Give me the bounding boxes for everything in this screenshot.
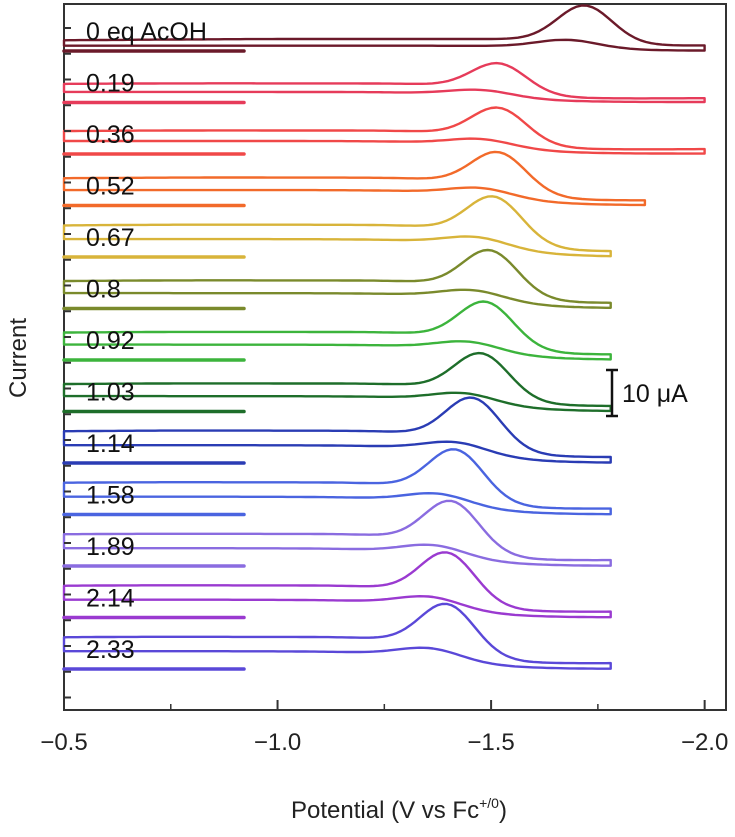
x-axis-title-main: Potential (V vs Fc	[291, 797, 479, 824]
x-axis-title: Potential (V vs Fc+/0)	[291, 795, 507, 824]
trace-label: 2.14	[86, 585, 135, 613]
trace-label: 0 eq AcOH	[86, 18, 207, 46]
trace-0_67	[62, 195, 612, 258]
trace-label: 1.58	[86, 482, 135, 510]
scale-bar-label: 10 μA	[622, 380, 688, 408]
trace-0_8	[62, 248, 612, 309]
trace-1_89	[62, 499, 612, 567]
x-tick-label: −1.0	[254, 729, 301, 756]
x-tick-label: −1.5	[467, 729, 514, 756]
trace-label: 0.8	[86, 276, 121, 304]
trace-label: 0.52	[86, 173, 135, 201]
trace-label: 1.14	[86, 430, 135, 458]
trace-1_03	[62, 351, 612, 413]
trace-0_19	[62, 61, 706, 104]
trace-label: 2.33	[86, 636, 135, 664]
trace-label: 1.03	[86, 379, 135, 407]
trace-0_92	[62, 300, 612, 361]
y-axis-title: Current	[5, 318, 32, 398]
trace-label: 0.19	[86, 70, 135, 98]
trace-2_14	[62, 551, 612, 619]
trace-label: 0.36	[86, 121, 135, 149]
trace-1_14	[62, 396, 612, 464]
trace-1_58	[62, 448, 612, 516]
trace-label: 1.89	[86, 533, 135, 561]
scale-bar: 10 μA	[606, 368, 688, 418]
x-tick-label: −2.0	[681, 729, 728, 756]
trace-label: 0.67	[86, 224, 135, 252]
trace-0-eq-AcOH	[62, 4, 706, 52]
plot-frame	[63, 3, 727, 711]
x-axis-title-suffix: )	[499, 797, 507, 824]
y-axis-ticks	[64, 27, 71, 699]
trace-label: 0.92	[86, 327, 135, 355]
trace-0_52	[62, 150, 647, 207]
traces-group	[62, 4, 706, 671]
x-axis-title-sup: +/0	[479, 795, 499, 811]
trace-2_33	[62, 602, 612, 670]
trace-0_36	[62, 106, 706, 155]
trace-labels-group: 0 eq AcOH 0.19 0.36 0.52 0.67 0.8 0.92 1.03 1.14…	[86, 18, 207, 664]
x-tick-label: −0.5	[40, 729, 87, 756]
x-axis-ticks: −0.5 −1.0 −1.5 −2.0	[40, 700, 728, 756]
